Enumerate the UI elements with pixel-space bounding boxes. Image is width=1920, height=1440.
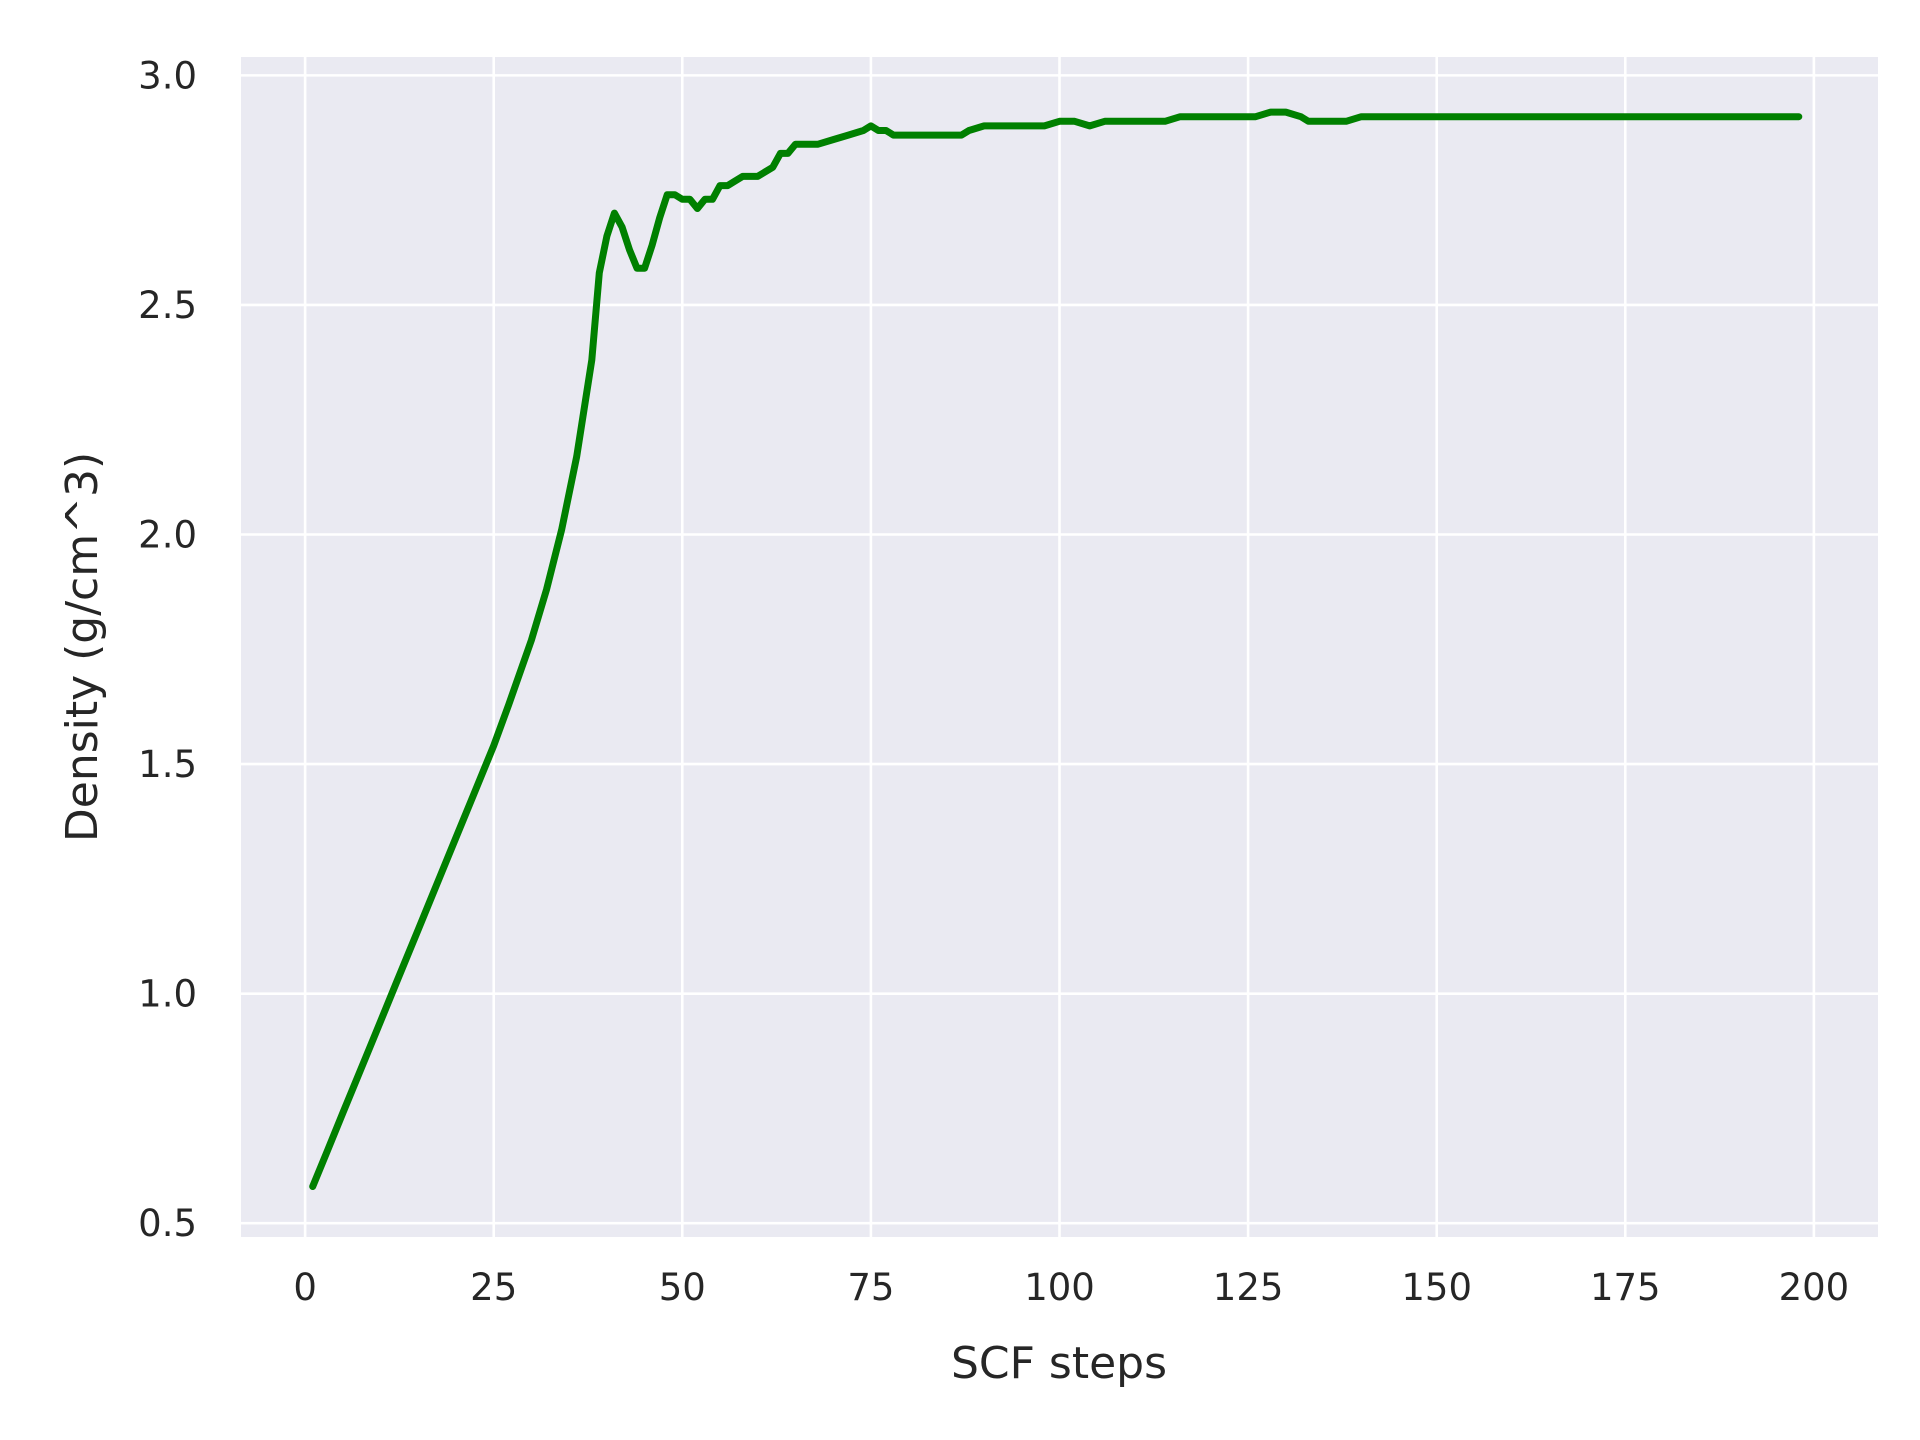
x-tick-label: 75 [847, 1266, 894, 1309]
x-tick-label: 150 [1401, 1266, 1472, 1309]
y-tick-label: 2.0 [138, 514, 197, 557]
x-tick-label: 0 [293, 1266, 317, 1309]
series-layer [309, 108, 1803, 1190]
x-tick-label: 100 [1024, 1266, 1095, 1309]
y-tick-label: 3.0 [138, 54, 197, 97]
x-tick-label: 25 [470, 1266, 517, 1309]
tick-labels: 0 25 50 75 100 125 150 175 200 0.5 1.0 1.5 2.0 2.5 3.0 [138, 54, 1849, 1309]
y-tick-label: 0.5 [138, 1202, 197, 1245]
x-tick-label: 125 [1213, 1266, 1284, 1309]
x-tick-label: 200 [1779, 1266, 1850, 1309]
grid-lines [241, 57, 1878, 1237]
y-tick-label: 1.0 [138, 973, 197, 1016]
y-tick-label: 1.5 [138, 743, 197, 786]
y-axis-label: Density (g/cm^3) [57, 452, 108, 842]
density-series-line [309, 108, 1803, 1190]
y-tick-label: 2.5 [138, 284, 197, 327]
x-axis-label: SCF steps [951, 1338, 1167, 1389]
x-tick-label: 50 [659, 1266, 706, 1309]
x-tick-label: 175 [1590, 1266, 1661, 1309]
